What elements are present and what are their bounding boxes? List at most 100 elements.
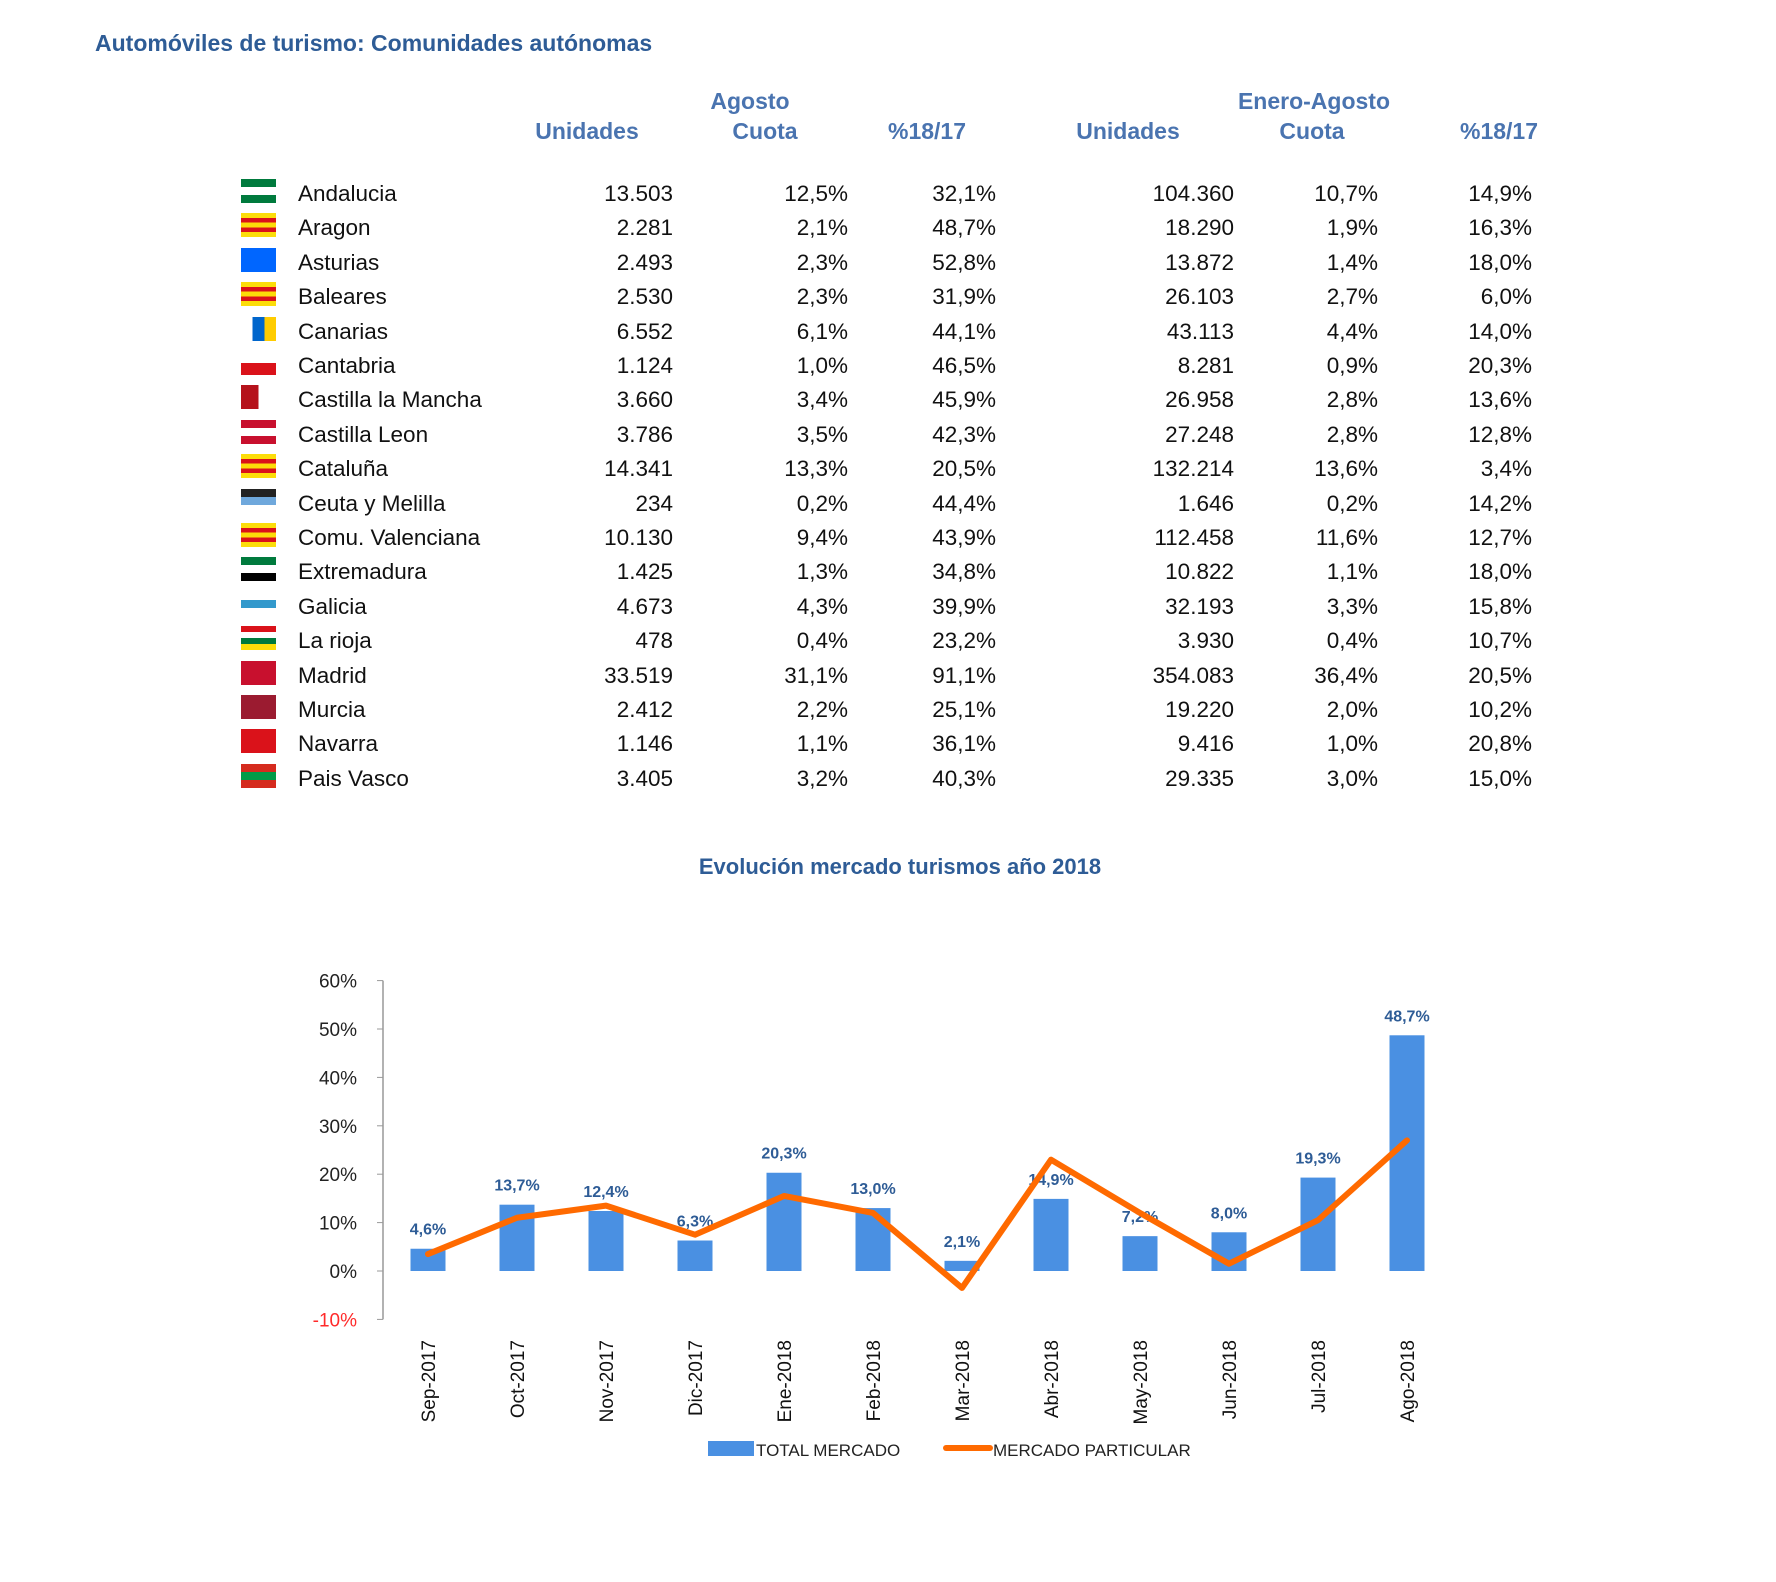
flag-icon (241, 557, 276, 582)
table-row: Galicia 4.673 4,3% 39,9% 32.193 3,3% 15,8% (0, 591, 1776, 628)
cell-a-c: 1,1% (796, 731, 848, 757)
cell-e-u: 18.290 (1165, 215, 1234, 241)
y-tick-label: 0% (330, 1262, 358, 1283)
flag-icon (241, 695, 276, 719)
cell-a-v: 23,2% (932, 628, 996, 654)
cell-a-v: 45,9% (932, 387, 996, 413)
cell-a-v: 36,1% (932, 731, 996, 757)
region-name: Pais Vasco (298, 765, 409, 791)
cell-a-u: 1.124 (616, 353, 673, 378)
x-tick-label: Feb-2018 (864, 1340, 885, 1421)
cell-a-c: 2,2% (796, 697, 848, 722)
region-name: Andalucia (298, 181, 397, 206)
cell-e-v: 14,2% (1468, 490, 1532, 516)
cell-e-c: 4,4% (1326, 318, 1378, 344)
cell-a-c: 2,3% (796, 249, 848, 275)
cell-e-u: 104.360 (1152, 181, 1234, 206)
bar-data-label: 19,3% (1295, 1151, 1340, 1168)
x-tick-label: Jun-2018 (1220, 1340, 1241, 1419)
region-name: Baleares (298, 284, 387, 310)
region-name: Murcia (298, 697, 366, 722)
cell-e-v: 6,0% (1480, 284, 1532, 310)
x-tick-label: Oct-2017 (508, 1340, 529, 1418)
header-agosto: Agosto (710, 88, 790, 114)
table-row: Andalucia 13.503 12,5% 32,1% 104.360 10,7% 14,… (0, 179, 1776, 215)
x-tick-label: Ago-2018 (1398, 1340, 1419, 1422)
header-enero-agosto: Enero-Agosto (1237, 88, 1391, 114)
line-series-mercado-particular (425, 1137, 1410, 1291)
cell-e-c: 11,6% (1315, 525, 1378, 550)
x-tick-label: Abr-2018 (1042, 1340, 1063, 1418)
flag-icon (241, 385, 276, 410)
cell-e-u: 43.113 (1166, 318, 1234, 344)
cell-e-c: 1,9% (1326, 215, 1378, 241)
cell-a-c: 1,3% (796, 559, 848, 585)
header-ea-unidades: Unidades (1076, 118, 1180, 144)
table-row: Navarra 1.146 1,1% 36,1% 9.416 1,0% 20,8% (0, 729, 1776, 765)
table-row: La rioja 478 0,4% 23,2% 3.930 0,4% 10,7% (0, 626, 1776, 662)
cell-a-v: 25,1% (932, 697, 996, 722)
bar-data-label: 4,6% (410, 1222, 446, 1239)
table-row: Cantabria 1.124 1,0% 46,5% 8.281 0,9% 20,3% (0, 351, 1776, 387)
cell-e-u: 132.214 (1152, 456, 1234, 482)
cell-a-c: 3,5% (796, 421, 848, 447)
region-name: Castilla Leon (298, 421, 429, 447)
cell-e-u: 9.416 (1177, 731, 1234, 757)
flag-icon (241, 316, 276, 341)
chart-title: Evolución mercado turismos año 2018 (698, 854, 1102, 879)
region-name: Castilla la Mancha (298, 387, 482, 413)
cell-e-v: 10,7% (1468, 628, 1532, 654)
y-tick-label: 10% (319, 1214, 357, 1235)
cell-e-u: 29.335 (1165, 765, 1234, 791)
y-tick-label: 60% (319, 972, 357, 993)
flag-icon (241, 282, 276, 307)
cell-a-c: 1,0% (796, 353, 848, 378)
cell-e-c: 1,1% (1326, 559, 1378, 585)
x-tick-label: May-2018 (1131, 1340, 1152, 1425)
cell-a-v: 31,9% (932, 284, 996, 310)
flag-icon (241, 179, 276, 203)
cell-a-v: 44,4% (932, 490, 996, 516)
cell-a-c: 13,3% (784, 456, 848, 482)
region-name: Asturias (298, 249, 380, 275)
cell-e-v: 18,0% (1468, 559, 1532, 585)
cell-a-c: 2,1% (796, 215, 848, 241)
cell-e-u: 10.822 (1165, 559, 1234, 585)
bar (1033, 1198, 1069, 1271)
region-name: Extremadura (298, 559, 427, 585)
cell-a-v: 52,8% (932, 249, 996, 275)
cell-a-v: 34,8% (932, 559, 996, 585)
cell-a-c: 0,2% (796, 490, 848, 516)
cell-e-u: 3.930 (1177, 628, 1234, 654)
bar (1122, 1236, 1158, 1271)
cell-e-c: 3,0% (1326, 765, 1378, 791)
x-tick-label: Sep-2017 (419, 1340, 440, 1422)
cell-e-c: 36,4% (1314, 662, 1378, 688)
bar-data-label: 6,3% (677, 1214, 713, 1231)
cell-e-u: 26.103 (1165, 284, 1234, 310)
cell-e-v: 15,8% (1468, 593, 1532, 619)
flag-icon (241, 591, 276, 616)
y-tick-label: 50% (319, 1020, 357, 1041)
cell-e-v: 20,3% (1468, 353, 1532, 378)
region-name: Comu. Valenciana (298, 525, 481, 550)
cell-e-c: 10,7% (1314, 181, 1378, 206)
cell-e-v: 15,0% (1468, 765, 1532, 791)
page-title: Automóviles de turismo: Comunidades autó… (95, 30, 653, 56)
bar-data-label: 12,4% (583, 1184, 628, 1201)
cell-e-u: 19.220 (1165, 697, 1234, 722)
bar (766, 1172, 802, 1271)
region-name: Cataluña (298, 456, 389, 482)
table-row: Cataluña 14.341 13,3% 20,5% 132.214 13,6% 3,4% (0, 454, 1776, 490)
cell-a-c: 6,1% (796, 318, 848, 344)
cell-e-u: 1.646 (1177, 490, 1234, 516)
cell-a-u: 1.425 (616, 559, 673, 585)
header-agosto-cuota: Cuota (732, 118, 798, 144)
cell-a-u: 3.786 (616, 421, 673, 447)
region-name: Galicia (298, 593, 367, 619)
table-row: Comu. Valenciana 10.130 9,4% 43,9% 112.458 11… (0, 523, 1776, 559)
bar-data-label: 7,2% (1122, 1209, 1158, 1226)
cell-e-u: 112.458 (1154, 525, 1234, 550)
bar (855, 1208, 891, 1271)
cell-a-u: 1.146 (616, 731, 673, 757)
